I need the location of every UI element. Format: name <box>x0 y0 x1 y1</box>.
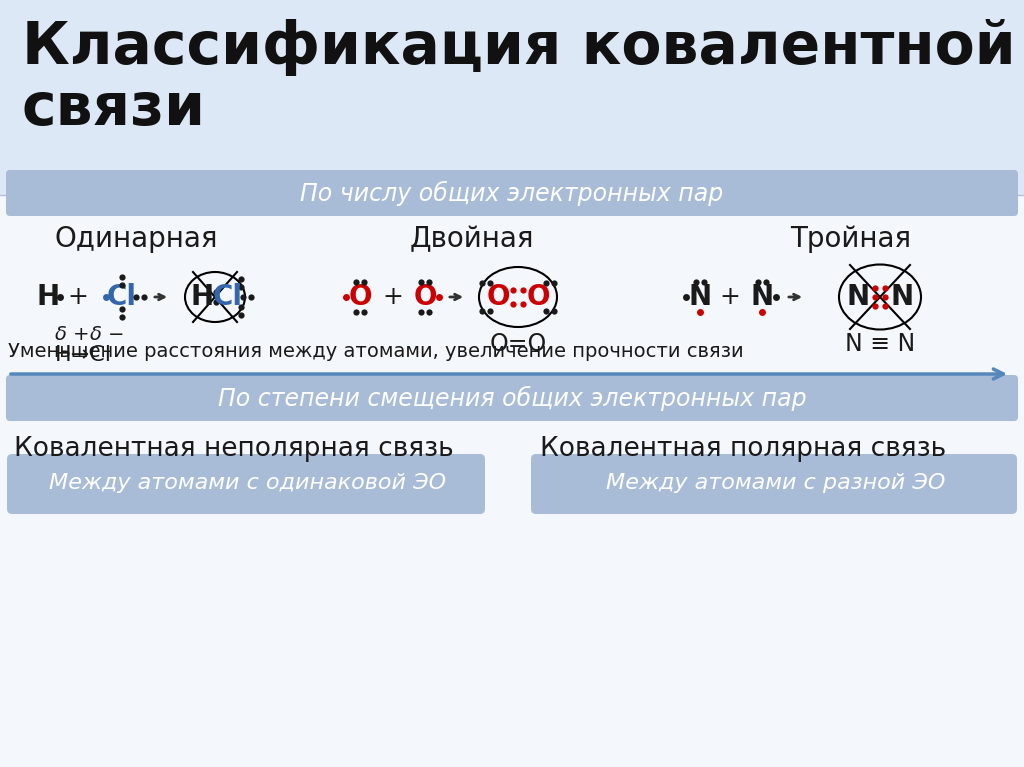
Text: H: H <box>37 283 59 311</box>
Text: Cl: Cl <box>213 283 243 311</box>
Text: O: O <box>526 283 550 311</box>
Text: H: H <box>190 283 214 311</box>
Text: Между атомами с разной ЭО: Между атомами с разной ЭО <box>606 473 946 493</box>
Text: +: + <box>68 285 88 309</box>
FancyBboxPatch shape <box>7 454 485 514</box>
Text: Уменьшение расстояния между атомами, увеличение прочности связи: Уменьшение расстояния между атомами, уве… <box>8 342 743 361</box>
Text: связи: связи <box>22 81 206 137</box>
Text: O: O <box>348 283 372 311</box>
Text: По степени смещения общих электронных пар: По степени смещения общих электронных па… <box>218 386 806 410</box>
FancyBboxPatch shape <box>6 375 1018 421</box>
Text: N: N <box>891 283 913 311</box>
Text: O=O: O=O <box>489 332 547 356</box>
Text: δ −: δ − <box>90 325 125 344</box>
Text: δ +: δ + <box>55 325 89 344</box>
Text: +: + <box>383 285 403 309</box>
Text: H→Cl: H→Cl <box>55 345 112 365</box>
Text: По числу общих электронных пар: По числу общих электронных пар <box>300 180 724 206</box>
Text: Ковалентная полярная связь: Ковалентная полярная связь <box>540 436 946 462</box>
FancyBboxPatch shape <box>0 0 1024 195</box>
Text: +: + <box>720 285 740 309</box>
Text: N: N <box>847 283 869 311</box>
FancyBboxPatch shape <box>531 454 1017 514</box>
Text: N ≡ N: N ≡ N <box>845 332 915 356</box>
Text: Одинарная: Одинарная <box>55 225 218 253</box>
Text: N: N <box>751 283 773 311</box>
Text: Тройная: Тройная <box>790 225 911 253</box>
Text: O: O <box>414 283 437 311</box>
FancyBboxPatch shape <box>0 195 1024 767</box>
Text: Cl: Cl <box>106 283 137 311</box>
Text: Ковалентная неполярная связь: Ковалентная неполярная связь <box>14 436 454 462</box>
FancyBboxPatch shape <box>6 170 1018 216</box>
Text: N: N <box>688 283 712 311</box>
Text: O: O <box>486 283 510 311</box>
Text: Двойная: Двойная <box>410 225 535 253</box>
Text: Классификация ковалентной: Классификация ковалентной <box>22 18 1016 75</box>
Text: Между атомами с одинаковой ЭО: Между атомами с одинаковой ЭО <box>49 473 446 493</box>
